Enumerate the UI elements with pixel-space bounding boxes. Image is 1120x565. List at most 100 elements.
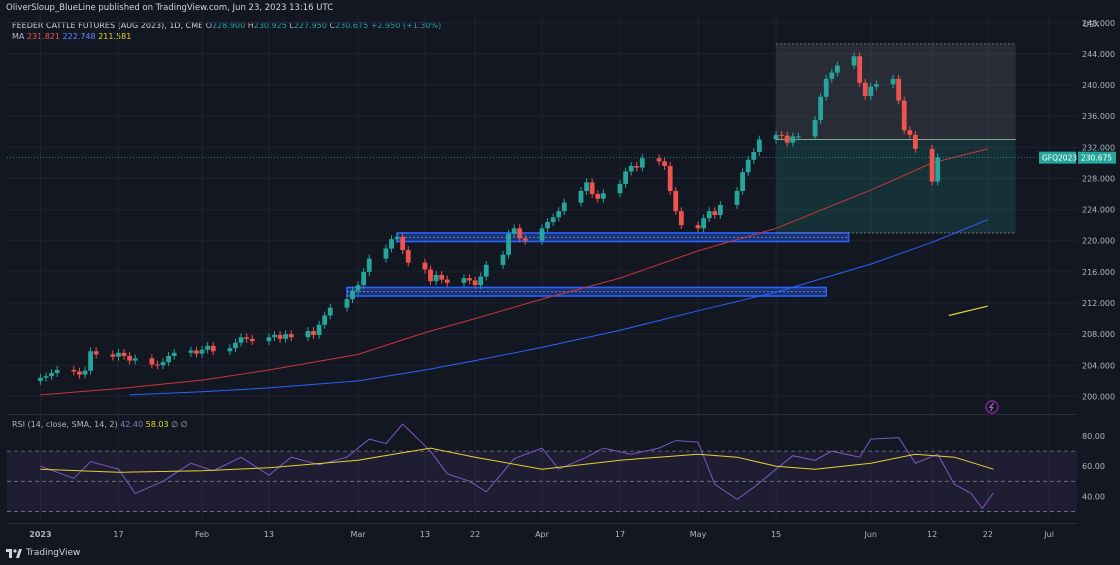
candle-body[interactable]	[784, 135, 790, 143]
candle-body[interactable]	[617, 183, 623, 194]
candle-body[interactable]	[851, 56, 857, 66]
candle-body[interactable]	[873, 84, 879, 87]
candle-body[interactable]	[706, 211, 712, 219]
candle-body[interactable]	[155, 364, 160, 366]
candle-body[interactable]	[199, 349, 205, 354]
price-axis[interactable]: USX 248.000 244.000 240.000 236.000 232.000 2…	[1082, 19, 1115, 402]
candle-body[interactable]	[628, 166, 634, 172]
candle-body[interactable]	[38, 377, 43, 381]
candle-body[interactable]	[896, 78, 902, 101]
candle-body[interactable]	[517, 228, 523, 239]
candle-body[interactable]	[88, 351, 93, 371]
candle-body[interactable]	[116, 352, 121, 357]
candle-body[interactable]	[400, 236, 406, 251]
candle-body[interactable]	[266, 337, 272, 342]
candle-body[interactable]	[756, 139, 762, 153]
candle-body[interactable]	[818, 96, 824, 121]
candle-body[interactable]	[439, 274, 445, 280]
candle-body[interactable]	[623, 171, 628, 184]
candle-body[interactable]	[238, 337, 244, 343]
candle-body[interactable]	[467, 278, 472, 281]
candle-body[interactable]	[121, 352, 127, 356]
ma-label[interactable]: MA	[12, 32, 25, 41]
candle-body[interactable]	[773, 134, 779, 140]
candle-body[interactable]	[634, 166, 640, 168]
candle-body[interactable]	[556, 211, 562, 218]
candle-body[interactable]	[929, 148, 935, 182]
candle-body[interactable]	[600, 193, 606, 199]
candle-body[interactable]	[667, 166, 673, 191]
candle-body[interactable]	[506, 233, 511, 255]
candle-body[interactable]	[673, 190, 679, 212]
candle-body[interactable]	[210, 345, 216, 352]
candle-body[interactable]	[49, 373, 54, 377]
candle-body[interactable]	[344, 299, 350, 308]
candle-body[interactable]	[539, 228, 545, 241]
candle-body[interactable]	[205, 345, 211, 350]
candle-body[interactable]	[472, 280, 478, 286]
candle-body[interactable]	[701, 218, 707, 229]
rsi-label[interactable]: RSI (14, close, SMA, 14, 2)	[12, 420, 118, 429]
candle-body[interactable]	[389, 239, 394, 249]
candle-body[interactable]	[244, 337, 250, 339]
candle-body[interactable]	[249, 338, 255, 342]
candle-body[interactable]	[288, 334, 294, 338]
candle-body[interactable]	[745, 159, 751, 173]
candle-body[interactable]	[383, 248, 389, 259]
candle-body[interactable]	[277, 334, 283, 339]
candle-body[interactable]	[500, 254, 506, 265]
candle-body[interactable]	[545, 222, 550, 229]
candle-body[interactable]	[550, 217, 556, 223]
candle-body[interactable]	[194, 350, 199, 354]
candle-body[interactable]	[188, 350, 194, 353]
range-box[interactable]	[776, 43, 1016, 234]
candle-body[interactable]	[857, 56, 863, 83]
candle-body[interactable]	[43, 376, 49, 378]
candle-body[interactable]	[132, 358, 138, 361]
candle-body[interactable]	[54, 369, 60, 374]
candle-body[interactable]	[405, 250, 411, 263]
candle-body[interactable]	[433, 274, 439, 282]
candle-body[interactable]	[812, 120, 818, 137]
candle-body[interactable]	[578, 190, 584, 203]
support-zones[interactable]	[346, 232, 850, 297]
candle-body[interactable]	[862, 82, 868, 96]
candle-body[interactable]	[461, 278, 467, 283]
candle-body[interactable]	[171, 352, 177, 356]
symbol-title[interactable]: FEEDER CATTLE FUTURES (AUG 2023), 1D, CM…	[12, 21, 204, 30]
tradingview-logo[interactable]: TradingView	[6, 548, 80, 558]
candle-body[interactable]	[149, 358, 155, 365]
alert-icon[interactable]	[985, 400, 999, 414]
candle-body[interactable]	[127, 355, 133, 361]
candle-body[interactable]	[483, 264, 489, 277]
candle-body[interactable]	[160, 362, 166, 366]
time-axis[interactable]: 2023 17 Feb 13 Mar 13 22 Apr 17 May 15 Jun 12 22 Jul	[29, 530, 1054, 539]
candle-body[interactable]	[695, 225, 701, 229]
candle-body[interactable]	[662, 161, 668, 167]
candle-body[interactable]	[890, 78, 896, 85]
rsi-pane[interactable]	[7, 423, 1077, 512]
candle-body[interactable]	[322, 315, 328, 325]
candle-body[interactable]	[305, 331, 311, 338]
candle-body[interactable]	[233, 342, 238, 349]
candle-body[interactable]	[790, 136, 796, 143]
range-box-upper[interactable]	[776, 43, 1016, 140]
candle-body[interactable]	[656, 158, 662, 162]
rsi-axis[interactable]: 80.00 60.00 40.00	[1082, 432, 1105, 501]
support-zone[interactable]	[346, 286, 828, 297]
candle-body[interactable]	[272, 334, 277, 338]
candle-body[interactable]	[935, 157, 941, 182]
range-box-lower[interactable]	[776, 139, 1016, 233]
candle-body[interactable]	[734, 190, 740, 205]
candle-body[interactable]	[561, 202, 567, 212]
candle-body[interactable]	[394, 236, 400, 240]
candle-body[interactable]	[751, 152, 757, 160]
candle-body[interactable]	[82, 370, 88, 375]
candle-body[interactable]	[327, 307, 333, 316]
candle-body[interactable]	[361, 271, 367, 286]
candle-body[interactable]	[740, 172, 746, 191]
candle-body[interactable]	[868, 86, 874, 96]
candle-body[interactable]	[712, 211, 718, 216]
candle-body[interactable]	[522, 238, 528, 241]
